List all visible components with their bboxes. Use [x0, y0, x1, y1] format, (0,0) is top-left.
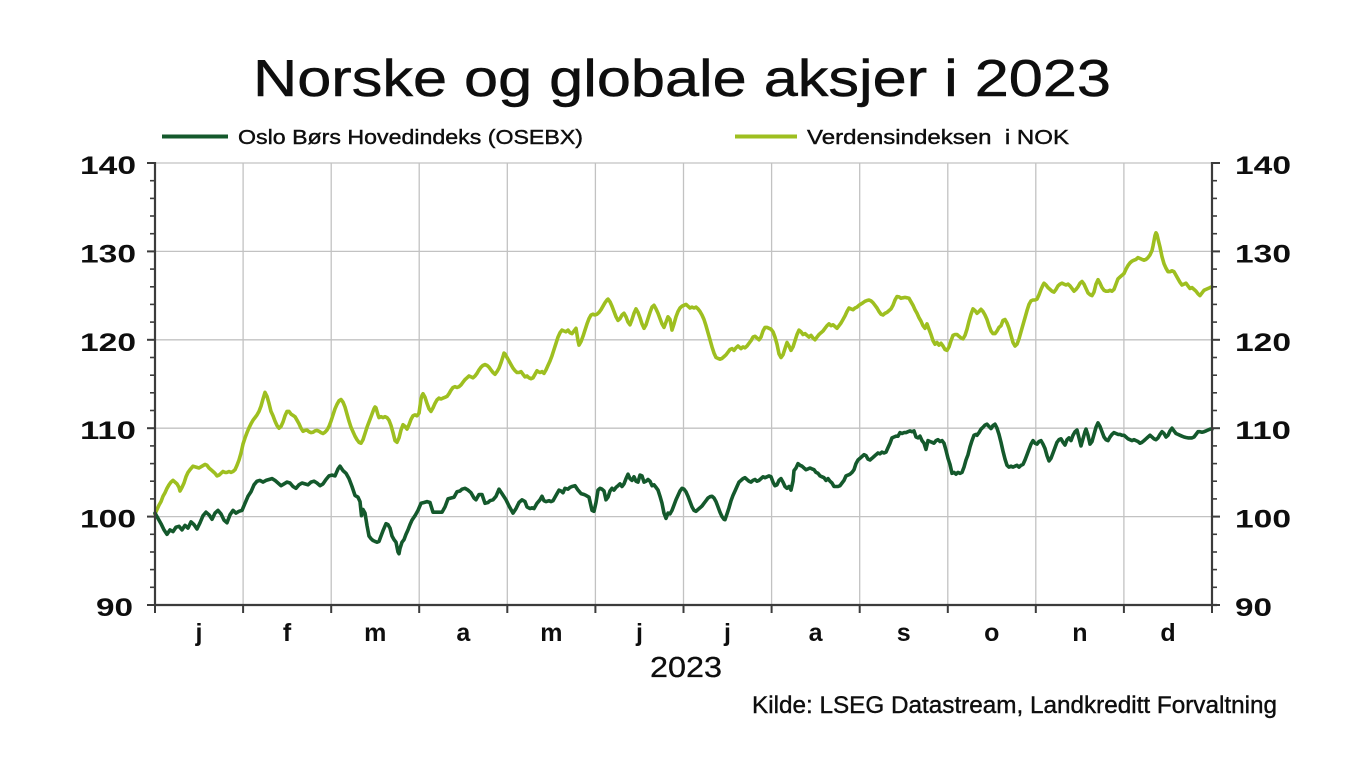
svg-text:Norske og globale aksjer i 202: Norske og globale aksjer i 2023: [253, 50, 1111, 108]
svg-text:90: 90: [96, 594, 133, 622]
svg-text:a: a: [456, 619, 471, 647]
svg-text:Kilde: LSEG Datastream, Landkr: Kilde: LSEG Datastream, Landkreditt Forv…: [752, 692, 1277, 719]
svg-text:j: j: [195, 619, 203, 647]
svg-text:130: 130: [80, 240, 136, 268]
svg-text:Verdensindeksen i NOK: Verdensindeksen i NOK: [807, 127, 1070, 149]
svg-text:130: 130: [1235, 240, 1291, 268]
svg-text:110: 110: [1235, 417, 1291, 445]
svg-text:2023: 2023: [650, 652, 722, 684]
svg-text:100: 100: [1235, 506, 1291, 534]
svg-text:m: m: [364, 619, 386, 647]
svg-text:n: n: [1072, 619, 1087, 647]
svg-text:a: a: [809, 619, 824, 647]
svg-text:120: 120: [1235, 329, 1291, 357]
svg-text:140: 140: [1235, 152, 1291, 180]
svg-text:110: 110: [80, 417, 136, 445]
svg-text:f: f: [283, 619, 292, 647]
svg-text:140: 140: [80, 152, 136, 180]
svg-text:j: j: [723, 619, 731, 647]
svg-text:m: m: [540, 619, 562, 647]
svg-text:90: 90: [1235, 594, 1272, 622]
svg-text:120: 120: [80, 329, 136, 357]
svg-text:100: 100: [80, 506, 136, 534]
svg-text:Oslo Børs Hovedindeks (OSEBX): Oslo Børs Hovedindeks (OSEBX): [238, 127, 583, 149]
svg-text:d: d: [1160, 619, 1175, 647]
svg-text:s: s: [897, 619, 911, 647]
svg-text:o: o: [984, 619, 999, 647]
svg-text:j: j: [635, 619, 643, 647]
